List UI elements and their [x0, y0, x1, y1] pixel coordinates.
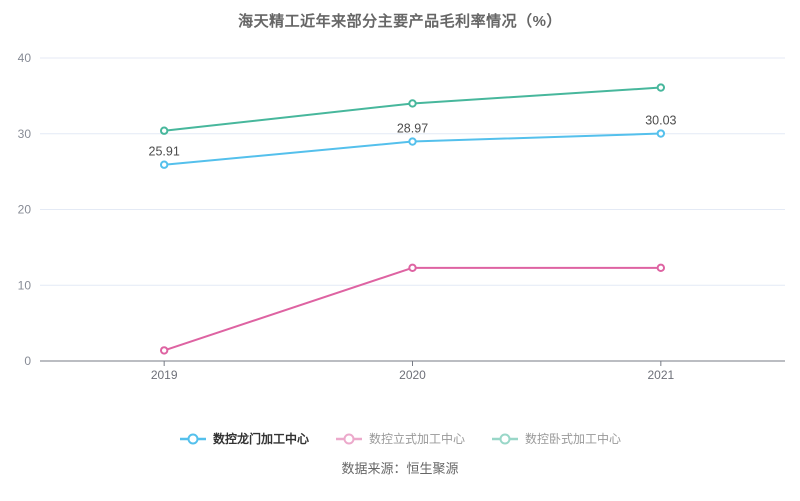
legend-line-marker-icon — [335, 433, 362, 444]
legend: 数控龙门加工中心 数控立式加工中心 数控卧式加工中心 — [0, 430, 800, 447]
x-axis-tick-label: 2019 — [151, 368, 178, 382]
data-source: 数据来源：恒生聚源 — [341, 461, 459, 476]
legend-label: 数控立式加工中心 — [368, 432, 465, 446]
legend-item-0[interactable]: 数控龙门加工中心 — [179, 430, 309, 447]
data-point-label: 25.91 — [149, 145, 180, 159]
line-chart: 0 10 20 30 40 2019 2020 2021 25.91 28.97 30.03 — [18, 51, 785, 382]
data-point-marker — [408, 137, 417, 146]
data-point-marker — [159, 126, 169, 135]
legend-label: 数控龙门加工中心 — [212, 432, 309, 446]
data-point-label: 30.03 — [645, 114, 676, 128]
data-point-marker — [408, 263, 417, 273]
data-point-marker — [656, 129, 666, 138]
legend-item-2[interactable]: 数控卧式加工中心 — [491, 430, 621, 447]
chart-title: 海天精工近年来部分主要产品毛利率情况（%） — [238, 13, 562, 30]
y-axis-tick-label: 10 — [18, 278, 32, 292]
y-axis-tick-label: 30 — [18, 127, 32, 141]
legend-line-marker-icon — [179, 433, 206, 444]
legend-line-marker-icon — [492, 433, 518, 444]
data-point-marker — [408, 99, 417, 108]
x-axis-tick-label: 2021 — [647, 368, 674, 382]
legend-label: 数控卧式加工中心 — [525, 432, 622, 446]
data-point-label: 28.97 — [397, 122, 428, 136]
series-line — [163, 266, 661, 352]
y-axis-tick-label: 0 — [24, 354, 31, 368]
data-point-marker — [656, 263, 666, 273]
y-axis-tick-label: 20 — [18, 203, 32, 217]
x-axis-tick-label: 2020 — [399, 368, 426, 382]
data-point-marker — [159, 346, 169, 355]
data-point-marker — [656, 83, 666, 92]
legend-item-1[interactable]: 数控立式加工中心 — [335, 430, 465, 447]
y-axis-tick-label: 40 — [18, 51, 32, 65]
data-point-marker — [159, 160, 169, 169]
